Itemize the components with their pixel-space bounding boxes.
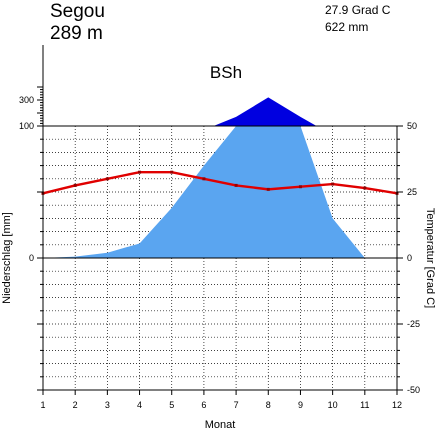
annual-precipitation: 622 mm [325, 20, 368, 34]
temp-tick-label: 50 [407, 121, 417, 131]
station-elevation: 289 m [50, 23, 103, 44]
precip-tick-label: 300 [19, 95, 34, 105]
precipitation-area [43, 97, 397, 258]
precipitation-excess-fill [213, 97, 317, 126]
y-axis-title-left: Niederschlag [mm] [1, 212, 13, 304]
temp-tick-label: -50 [407, 385, 420, 395]
month-tick-label: 1 [40, 400, 45, 410]
temperature-point [73, 183, 77, 187]
month-tick-label: 9 [298, 400, 303, 410]
temperature-point [170, 170, 174, 174]
chart-axes [37, 45, 403, 395]
month-tick-label: 4 [137, 400, 142, 410]
month-tick-label: 8 [266, 400, 271, 410]
temp-tick-label: 0 [407, 253, 412, 263]
temperature-curve [42, 170, 398, 195]
temperature-point [202, 177, 206, 181]
climate-classification: BSh [210, 63, 242, 82]
temperature-point [138, 170, 142, 174]
temp-tick-label: 25 [407, 187, 417, 197]
temperature-point [331, 182, 335, 186]
x-axis-title: Monat [205, 419, 236, 430]
annual-temperature: 27.9 Grad C [325, 3, 391, 17]
y-axis-title-right: Temperatur [Grad C] [424, 208, 436, 308]
temperature-point [266, 187, 270, 191]
temp-tick-label: -25 [407, 319, 420, 329]
month-tick-label: 11 [360, 400, 369, 410]
month-tick-label: 3 [105, 400, 110, 410]
month-tick-label: 2 [73, 400, 78, 410]
temperature-point [105, 177, 109, 181]
station-name: Segou [50, 1, 105, 22]
month-tick-label: 10 [328, 400, 338, 410]
temperature-point [234, 183, 238, 187]
month-tick-label: 5 [169, 400, 174, 410]
precip-tick-label: 0 [29, 253, 34, 263]
month-tick-label: 12 [392, 400, 402, 410]
temperature-point [298, 185, 302, 189]
month-tick-label: 7 [234, 400, 239, 410]
temperature-point [363, 186, 367, 190]
precip-tick-label: 100 [19, 121, 34, 131]
month-tick-label: 6 [201, 400, 206, 410]
precipitation-fill [43, 126, 397, 258]
